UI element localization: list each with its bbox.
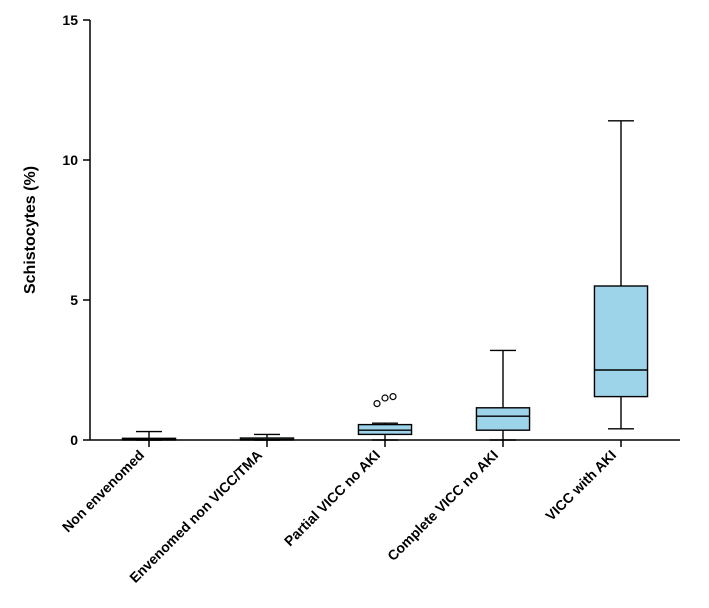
y-tick-label: 5 bbox=[70, 292, 78, 308]
boxplot-chart: 0 5 10 15 Schistocytes (%) Non envenomedEnven… bbox=[0, 0, 709, 608]
y-tick-label: 15 bbox=[62, 12, 78, 28]
x-tick-label: Partial VICC no AKI bbox=[281, 447, 383, 549]
x-tick-label: Envenomed non VICC/TMA bbox=[126, 447, 265, 586]
chart-svg: 0 5 10 15 Schistocytes (%) Non envenomedEnven… bbox=[0, 0, 709, 608]
outlier-point bbox=[382, 395, 388, 401]
box bbox=[476, 408, 529, 430]
x-tick-label: VICC with AKI bbox=[542, 447, 619, 524]
outlier-point bbox=[374, 401, 380, 407]
x-tick-label: Complete VICC no AKI bbox=[384, 447, 501, 564]
outlier-point bbox=[390, 394, 396, 400]
y-axis-title: Schistocytes (%) bbox=[22, 166, 39, 294]
box bbox=[594, 286, 647, 397]
y-tick-label: 10 bbox=[62, 152, 78, 168]
y-tick-label: 0 bbox=[70, 432, 78, 448]
x-tick-label: Non envenomed bbox=[59, 447, 147, 535]
